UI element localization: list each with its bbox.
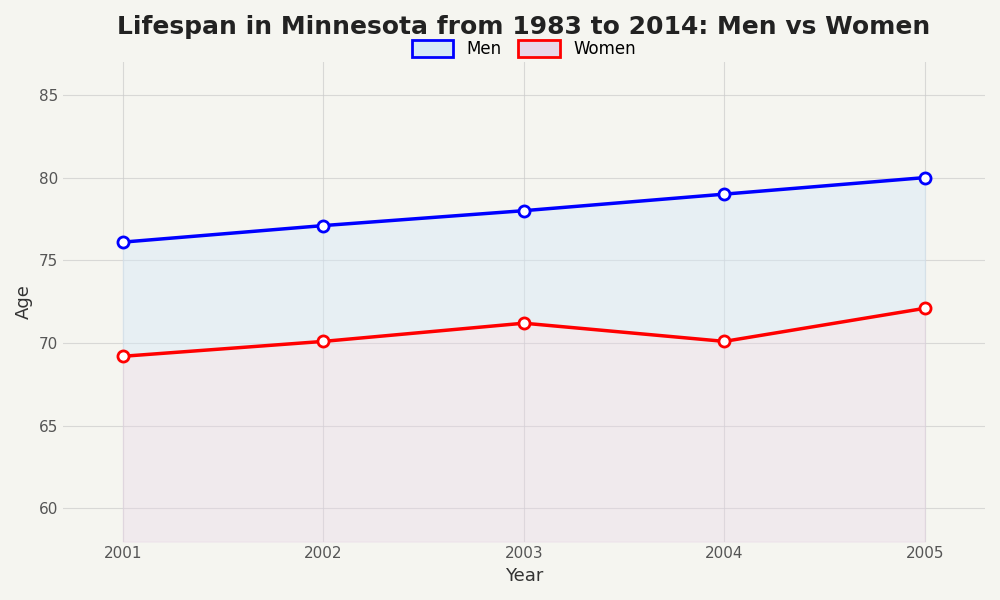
Legend: Men, Women: Men, Women — [403, 32, 644, 67]
X-axis label: Year: Year — [505, 567, 543, 585]
Y-axis label: Age: Age — [15, 284, 33, 319]
Title: Lifespan in Minnesota from 1983 to 2014: Men vs Women: Lifespan in Minnesota from 1983 to 2014:… — [117, 15, 931, 39]
